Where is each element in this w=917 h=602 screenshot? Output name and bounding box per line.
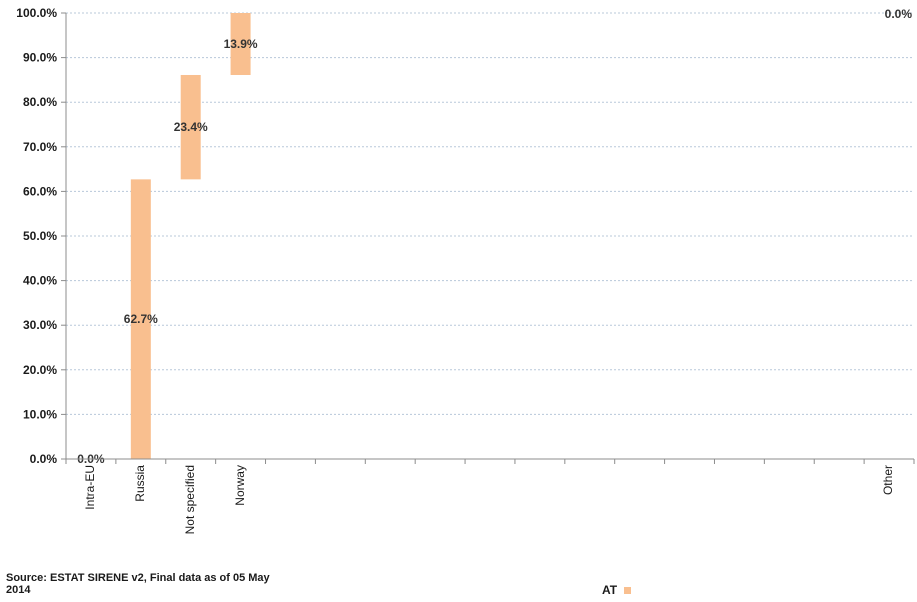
x-axis-ticks <box>65 459 915 464</box>
bar-1 <box>130 179 151 459</box>
y-tick-label: 10.0% <box>23 407 57 421</box>
category-label-16: Other <box>881 465 895 495</box>
y-tick-label: 0.0% <box>30 452 58 466</box>
bar-3 <box>230 13 251 75</box>
data-label-3: 13.9% <box>224 37 258 51</box>
data-label-1: 62.7% <box>124 312 158 326</box>
category-label-0: Intra-EU <box>83 465 97 510</box>
legend-swatch <box>624 586 632 594</box>
bars <box>130 13 251 459</box>
category-label-1: Russia <box>133 465 147 502</box>
y-tick-label: 90.0% <box>23 51 57 65</box>
category-label-3: Norway <box>233 465 247 506</box>
category-labels: Intra-EU Russia Not specified Norway Other <box>83 465 895 535</box>
axes <box>65 13 914 460</box>
y-tick-label: 30.0% <box>23 318 57 332</box>
source-note: Source: ESTAT SIRENE v2, Final data as o… <box>6 572 270 596</box>
y-tick-label: 40.0% <box>23 274 57 288</box>
legend-label: AT <box>602 583 618 597</box>
data-label-2: 23.4% <box>174 120 208 134</box>
y-tick-label: 80.0% <box>23 95 57 109</box>
y-tick-label: 70.0% <box>23 140 57 154</box>
category-label-2: Not specified <box>183 465 197 534</box>
y-tick-label: 100.0% <box>16 6 57 20</box>
gridlines <box>66 12 914 415</box>
y-tick-label: 50.0% <box>23 229 57 243</box>
y-axis-ticks: 0.0% 10.0% 20.0% 30.0% 40.0% 50.0% 60.0% 70.0% 8… <box>16 6 66 466</box>
data-label-16: 0.0% <box>885 7 913 21</box>
y-tick-label: 60.0% <box>23 184 57 198</box>
bar-2 <box>180 74 201 180</box>
y-tick-label: 20.0% <box>23 363 57 377</box>
legend: AT <box>602 583 632 597</box>
